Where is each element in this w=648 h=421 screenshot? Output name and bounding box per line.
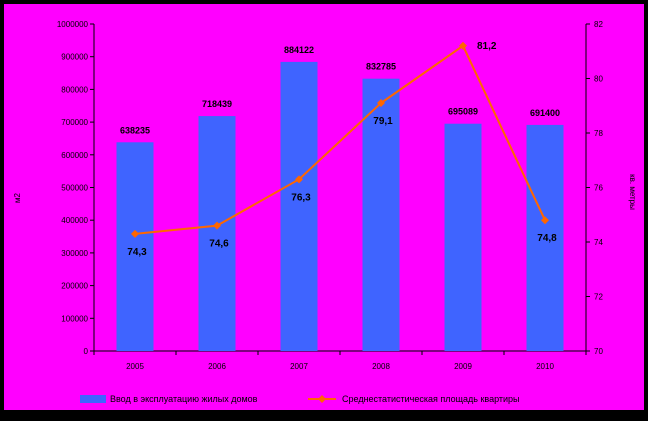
left-tick-label: 100000 bbox=[61, 314, 88, 323]
right-tick-label: 78 bbox=[594, 129, 603, 138]
bar bbox=[116, 142, 154, 351]
left-tick-label: 600000 bbox=[61, 151, 88, 160]
x-tick-label: 2007 bbox=[290, 362, 308, 371]
bar bbox=[362, 78, 400, 351]
line-data-label: 74,3 bbox=[127, 247, 147, 258]
line-path bbox=[134, 44, 546, 235]
line-marker bbox=[459, 41, 467, 50]
legend-line-marker bbox=[318, 395, 326, 403]
x-tick-label: 2005 bbox=[126, 362, 144, 371]
bar bbox=[198, 116, 236, 351]
legend: Ввод в эксплуатацию жилых домов Среднест… bbox=[80, 394, 520, 404]
left-tick-label: 900000 bbox=[61, 53, 88, 62]
left-tick-label: 1000000 bbox=[57, 20, 89, 29]
right-tick-label: 70 bbox=[594, 347, 603, 356]
line-marker bbox=[541, 216, 549, 225]
left-axis-ticks: 0 100000 200000 300000 400000 500000 600000 700… bbox=[57, 20, 94, 356]
bar-data-label: 695089 bbox=[448, 107, 478, 117]
left-tick-label: 0 bbox=[84, 347, 89, 356]
left-tick-label: 400000 bbox=[61, 216, 88, 225]
bar-data-label: 884122 bbox=[284, 45, 314, 55]
right-axis-ticks: 70 72 74 76 78 80 82 bbox=[586, 20, 603, 356]
bar-data-label: 832785 bbox=[366, 62, 396, 72]
line-data-label: 79,1 bbox=[373, 116, 393, 127]
line-data-label: 81,2 bbox=[477, 41, 497, 52]
left-tick-label: 200000 bbox=[61, 282, 88, 291]
right-tick-label: 82 bbox=[594, 20, 603, 29]
legend-bar-label: Ввод в эксплуатацию жилых домов bbox=[110, 394, 258, 404]
line-data-label: 74,8 bbox=[537, 233, 557, 244]
bar-data-label: 691400 bbox=[530, 108, 560, 118]
right-tick-label: 80 bbox=[594, 75, 603, 84]
x-tick-label: 2006 bbox=[208, 362, 226, 371]
left-tick-label: 700000 bbox=[61, 118, 88, 127]
x-axis-ticks: 2005 2006 2007 2008 2009 2010 bbox=[93, 351, 587, 371]
left-tick-label: 500000 bbox=[61, 184, 88, 193]
line-series: 74,3 74,6 76,3 79,1 81,2 74,8 bbox=[127, 41, 557, 258]
right-tick-label: 72 bbox=[594, 293, 603, 302]
line-marker bbox=[213, 221, 221, 230]
left-tick-label: 800000 bbox=[61, 85, 88, 94]
bar bbox=[444, 123, 482, 351]
bar-series: 638235 718439 884122 832785 695089 691400 bbox=[116, 45, 564, 352]
legend-line-label: Среднестатистическая площадь квартиры bbox=[342, 394, 520, 404]
left-axis-title: м2 bbox=[13, 192, 22, 203]
line-marker bbox=[295, 175, 303, 184]
bar bbox=[280, 61, 318, 352]
line-marker bbox=[377, 99, 385, 108]
bar-data-label: 718439 bbox=[202, 99, 232, 109]
line-marker bbox=[131, 229, 139, 238]
x-tick-label: 2010 bbox=[536, 362, 554, 371]
right-tick-label: 74 bbox=[594, 238, 603, 247]
x-tick-label: 2008 bbox=[372, 362, 390, 371]
bar-data-label: 638235 bbox=[120, 125, 150, 135]
left-tick-label: 300000 bbox=[61, 249, 88, 258]
right-tick-label: 76 bbox=[594, 184, 603, 193]
right-axis-title: кв. метры bbox=[628, 174, 637, 210]
line-data-label: 74,6 bbox=[209, 239, 229, 250]
legend-bar-swatch bbox=[80, 395, 106, 403]
line-data-label: 76,3 bbox=[291, 192, 311, 203]
x-tick-label: 2009 bbox=[454, 362, 472, 371]
bar bbox=[526, 124, 564, 351]
